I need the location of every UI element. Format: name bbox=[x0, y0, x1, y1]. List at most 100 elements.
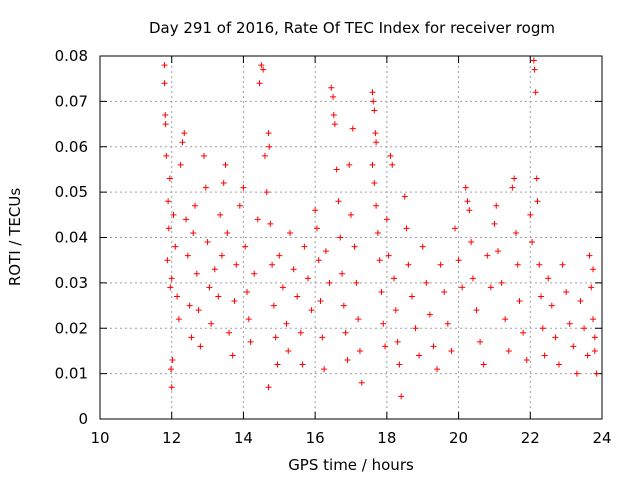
data-point bbox=[514, 261, 521, 268]
data-point bbox=[591, 334, 598, 341]
y-tick-label: 0.03 bbox=[55, 274, 88, 292]
data-point bbox=[559, 261, 566, 268]
data-point bbox=[385, 252, 392, 259]
data-point bbox=[312, 207, 319, 214]
data-point bbox=[206, 284, 213, 291]
y-tick-label: 0.06 bbox=[55, 138, 88, 156]
data-point bbox=[272, 334, 279, 341]
data-point bbox=[419, 243, 426, 250]
data-points bbox=[161, 57, 600, 400]
data-point bbox=[533, 175, 540, 182]
data-point bbox=[170, 211, 177, 218]
data-point bbox=[523, 357, 530, 364]
data-point bbox=[297, 329, 304, 336]
data-point bbox=[245, 316, 252, 323]
data-point bbox=[563, 288, 570, 295]
x-tick-label: 24 bbox=[592, 429, 611, 447]
data-point bbox=[233, 261, 240, 268]
data-point bbox=[466, 207, 473, 214]
data-point bbox=[516, 298, 523, 305]
data-point bbox=[593, 370, 600, 377]
data-point bbox=[473, 307, 480, 314]
data-point bbox=[588, 284, 595, 291]
x-tick-label: 10 bbox=[90, 429, 109, 447]
data-point bbox=[416, 352, 423, 359]
data-point bbox=[451, 225, 458, 232]
data-point bbox=[536, 261, 543, 268]
data-point bbox=[165, 225, 172, 232]
data-point bbox=[552, 334, 559, 341]
data-point bbox=[394, 338, 401, 345]
data-point bbox=[529, 239, 536, 246]
data-point bbox=[398, 393, 405, 400]
data-point bbox=[434, 366, 441, 373]
y-axis-label: ROTI / TECUs bbox=[6, 188, 24, 286]
data-point bbox=[179, 139, 186, 146]
y-tick-label: 0.02 bbox=[55, 319, 88, 337]
data-point bbox=[328, 84, 335, 91]
x-tick-label: 20 bbox=[449, 429, 468, 447]
data-point bbox=[177, 161, 184, 168]
data-point bbox=[408, 293, 415, 300]
data-point bbox=[541, 352, 548, 359]
data-point bbox=[265, 384, 272, 391]
data-point bbox=[371, 180, 378, 187]
data-point bbox=[251, 270, 258, 277]
x-axis-label: GPS time / hours bbox=[288, 456, 414, 474]
data-point bbox=[464, 198, 471, 205]
data-point bbox=[315, 257, 322, 264]
grid-lines bbox=[100, 56, 602, 419]
data-point bbox=[581, 325, 588, 332]
y-tick-label: 0.05 bbox=[55, 183, 88, 201]
data-point bbox=[339, 270, 346, 277]
data-point bbox=[495, 248, 502, 255]
data-point bbox=[167, 284, 174, 291]
chart-title: Day 291 of 2016, Rate Of TEC Index for r… bbox=[149, 19, 555, 37]
data-point bbox=[566, 320, 573, 327]
data-point bbox=[426, 311, 433, 318]
data-point bbox=[468, 239, 475, 246]
data-point bbox=[344, 357, 351, 364]
data-point bbox=[330, 93, 337, 100]
y-tick-label: 0.04 bbox=[55, 229, 88, 247]
data-point bbox=[590, 266, 597, 273]
data-point bbox=[493, 202, 500, 209]
data-point bbox=[372, 130, 379, 137]
data-point bbox=[331, 121, 338, 128]
data-point bbox=[389, 161, 396, 168]
data-point bbox=[258, 62, 265, 69]
x-tick-label: 16 bbox=[306, 429, 325, 447]
data-point bbox=[573, 370, 580, 377]
data-point bbox=[509, 184, 516, 191]
data-point bbox=[527, 211, 534, 218]
data-point bbox=[202, 184, 209, 191]
data-point bbox=[172, 243, 179, 250]
data-point bbox=[220, 180, 227, 187]
data-point bbox=[534, 198, 541, 205]
data-point bbox=[263, 189, 270, 196]
data-point bbox=[261, 152, 268, 159]
data-point bbox=[283, 320, 290, 327]
data-point bbox=[570, 343, 577, 350]
y-tick-labels: 0 0.01 0.02 0.03 0.04 0.05 0.06 0.07 0.08 bbox=[55, 47, 88, 428]
x-tick-label: 14 bbox=[234, 429, 253, 447]
data-point bbox=[555, 361, 562, 368]
data-point bbox=[274, 361, 281, 368]
data-point bbox=[161, 62, 168, 69]
x-tick-labels: 10 12 14 16 18 20 22 24 bbox=[90, 429, 611, 447]
data-point bbox=[545, 275, 552, 282]
data-point bbox=[287, 229, 294, 236]
data-point bbox=[188, 334, 195, 341]
y-tick-label: 0.07 bbox=[55, 92, 88, 110]
data-point bbox=[392, 307, 399, 314]
data-point bbox=[279, 284, 286, 291]
data-point bbox=[224, 229, 231, 236]
data-point bbox=[358, 379, 365, 386]
data-point bbox=[193, 270, 200, 277]
data-point bbox=[165, 198, 172, 205]
data-point bbox=[204, 239, 211, 246]
data-point bbox=[244, 288, 251, 295]
data-point bbox=[351, 243, 358, 250]
data-point bbox=[226, 329, 233, 336]
